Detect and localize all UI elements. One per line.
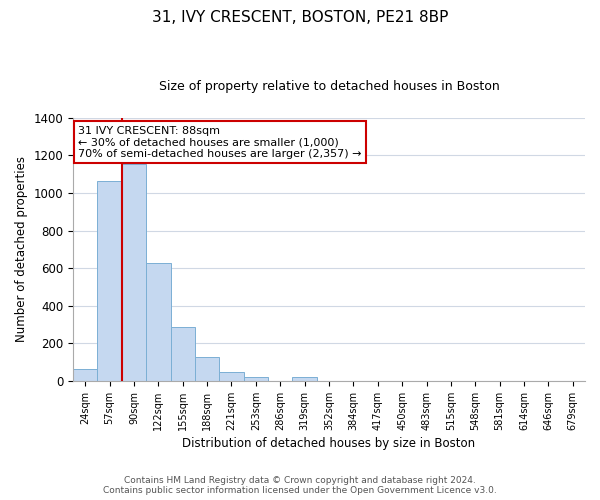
Bar	[97, 181, 122, 381]
Bar	[122, 164, 146, 381]
Y-axis label: Number of detached properties: Number of detached properties	[15, 156, 28, 342]
Text: Contains HM Land Registry data © Crown copyright and database right 2024.
Contai: Contains HM Land Registry data © Crown c…	[103, 476, 497, 495]
Bar	[220, 372, 244, 381]
Title: Size of property relative to detached houses in Boston: Size of property relative to detached ho…	[158, 80, 499, 93]
Bar	[146, 262, 170, 381]
Bar	[170, 328, 195, 381]
X-axis label: Distribution of detached houses by size in Boston: Distribution of detached houses by size …	[182, 437, 476, 450]
Bar	[292, 377, 317, 381]
Bar	[195, 356, 220, 381]
Bar	[73, 368, 97, 381]
Text: 31, IVY CRESCENT, BOSTON, PE21 8BP: 31, IVY CRESCENT, BOSTON, PE21 8BP	[152, 10, 448, 25]
Text: 31 IVY CRESCENT: 88sqm
← 30% of detached houses are smaller (1,000)
70% of semi-: 31 IVY CRESCENT: 88sqm ← 30% of detached…	[78, 126, 362, 159]
Bar	[244, 377, 268, 381]
